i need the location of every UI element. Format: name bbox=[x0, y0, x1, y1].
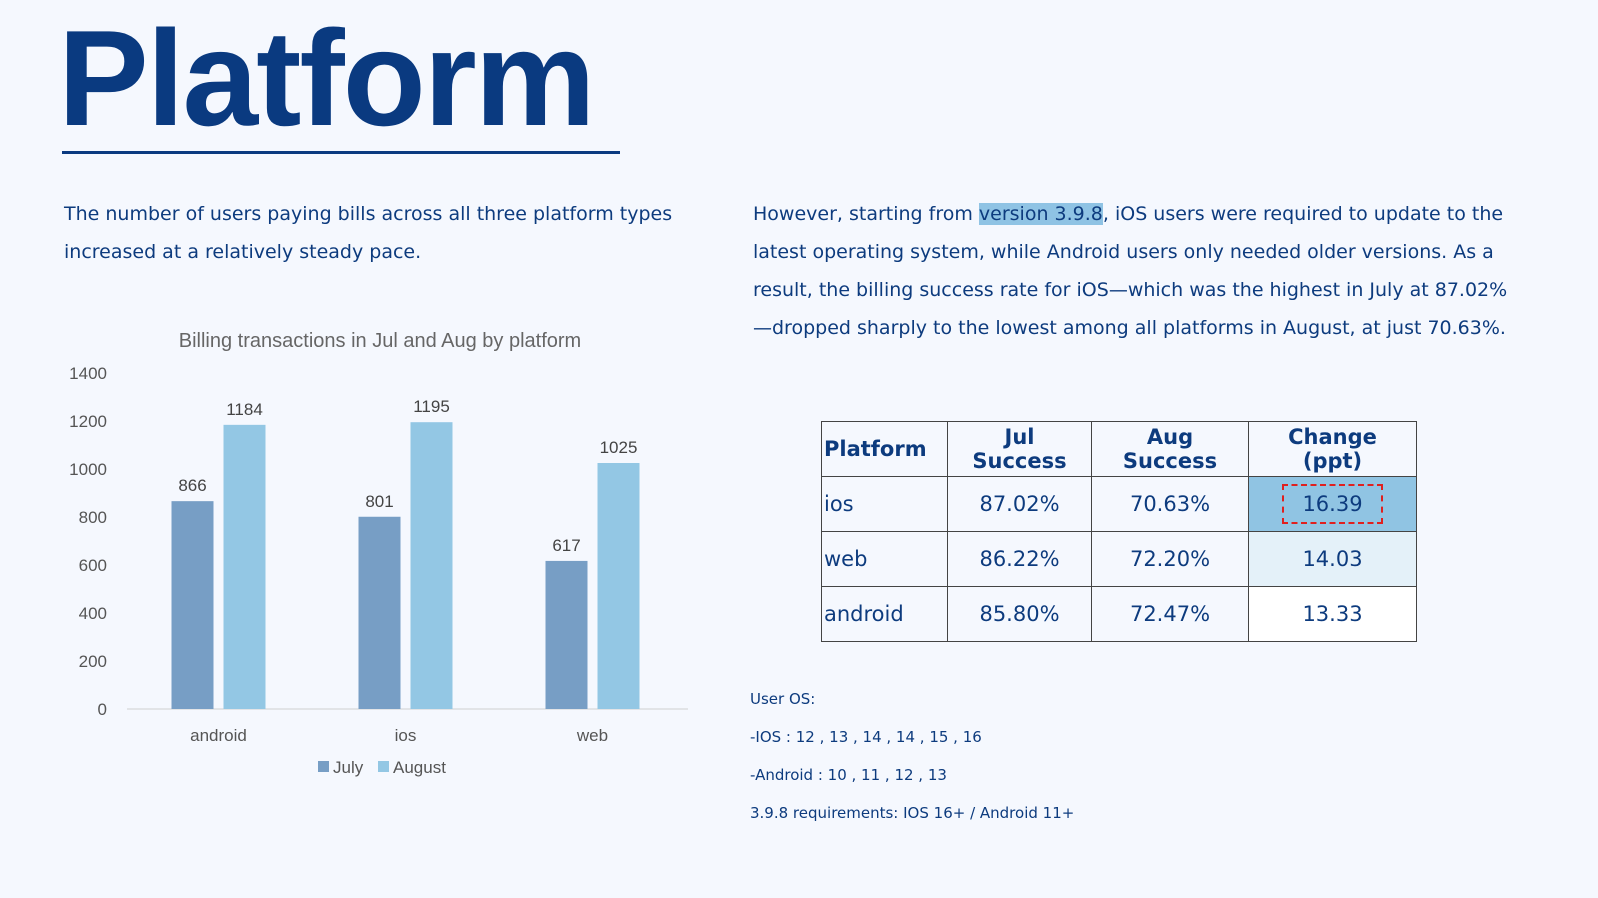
y-tick-label: 200 bbox=[79, 652, 107, 671]
cell: ios bbox=[821, 476, 948, 532]
chart-title: Billing transactions in Jul and Aug by p… bbox=[179, 330, 581, 352]
legend-swatch bbox=[378, 761, 389, 772]
header-cell: Jul Success bbox=[947, 421, 1092, 477]
cell: web bbox=[821, 531, 948, 587]
data-label: 1184 bbox=[226, 400, 263, 419]
table-row: ios 87.02% 70.63% 16.39 bbox=[821, 476, 1417, 532]
title-underline bbox=[62, 151, 620, 154]
cell-highlighted: 16.39 bbox=[1248, 476, 1417, 532]
y-tick-label: 0 bbox=[98, 700, 107, 719]
data-label: 866 bbox=[178, 476, 206, 495]
success-table: Platform Jul Success Aug Success Change … bbox=[821, 421, 1417, 642]
bar-august bbox=[223, 424, 266, 709]
cell: 70.63% bbox=[1091, 476, 1249, 532]
cell: 72.20% bbox=[1091, 531, 1249, 587]
note-line: -Android : 10 , 11 , 12 , 13 bbox=[750, 766, 947, 784]
data-label: 617 bbox=[552, 536, 580, 555]
legend-label: August bbox=[393, 758, 446, 777]
y-tick-label: 1000 bbox=[69, 460, 107, 479]
y-tick-label: 800 bbox=[79, 508, 107, 527]
legend-swatch bbox=[318, 761, 329, 772]
table-header-row: Platform Jul Success Aug Success Change … bbox=[821, 421, 1417, 477]
cell: 13.33 bbox=[1248, 586, 1417, 642]
page-title: Platform bbox=[58, 2, 596, 154]
y-tick-label: 1400 bbox=[69, 364, 107, 383]
cell: 85.80% bbox=[947, 586, 1092, 642]
paragraph-text: , iOS users were required to update to t… bbox=[753, 203, 1508, 339]
billing-chart: Billing transactions in Jul and Aug by p… bbox=[69, 330, 688, 777]
table-row: android 85.80% 72.47% 13.33 bbox=[821, 586, 1417, 642]
x-tick-label: ios bbox=[395, 726, 417, 745]
cell: android bbox=[821, 586, 948, 642]
bar-august bbox=[410, 422, 453, 709]
cell: 87.02% bbox=[947, 476, 1092, 532]
cell: 72.47% bbox=[1091, 586, 1249, 642]
table-row: web 86.22% 72.20% 14.03 bbox=[821, 531, 1417, 587]
right-paragraph: However, starting from version 3.9.8, iO… bbox=[753, 195, 1513, 347]
bar-july bbox=[545, 560, 588, 709]
y-tick-label: 1200 bbox=[69, 412, 107, 431]
header-cell: Aug Success bbox=[1091, 421, 1249, 477]
cell: 14.03 bbox=[1248, 531, 1417, 587]
y-tick-label: 400 bbox=[79, 604, 107, 623]
cell: 86.22% bbox=[947, 531, 1092, 587]
bar-july bbox=[358, 516, 401, 709]
y-tick-label: 600 bbox=[79, 556, 107, 575]
header-cell: Platform bbox=[821, 421, 948, 477]
version-highlight: version 3.9.8 bbox=[978, 203, 1103, 225]
note-line: 3.9.8 requirements: IOS 16+ / Android 11… bbox=[750, 804, 1075, 822]
legend-label: July bbox=[333, 758, 364, 777]
data-label: 1025 bbox=[600, 438, 638, 457]
x-tick-label: android bbox=[190, 726, 247, 745]
note-line: User OS: bbox=[750, 690, 816, 708]
data-label: 1195 bbox=[413, 397, 450, 416]
paragraph-text: However, starting from bbox=[753, 203, 979, 225]
change-value-callout: 16.39 bbox=[1282, 484, 1383, 524]
data-label: 801 bbox=[365, 492, 393, 511]
left-paragraph: The number of users paying bills across … bbox=[64, 203, 673, 263]
bar-july bbox=[171, 501, 214, 709]
note-line: -IOS : 12 , 13 , 14 , 14 , 15 , 16 bbox=[750, 728, 982, 746]
bar-august bbox=[597, 463, 640, 709]
x-tick-label: web bbox=[576, 726, 608, 745]
header-cell: Change (ppt) bbox=[1248, 421, 1417, 477]
